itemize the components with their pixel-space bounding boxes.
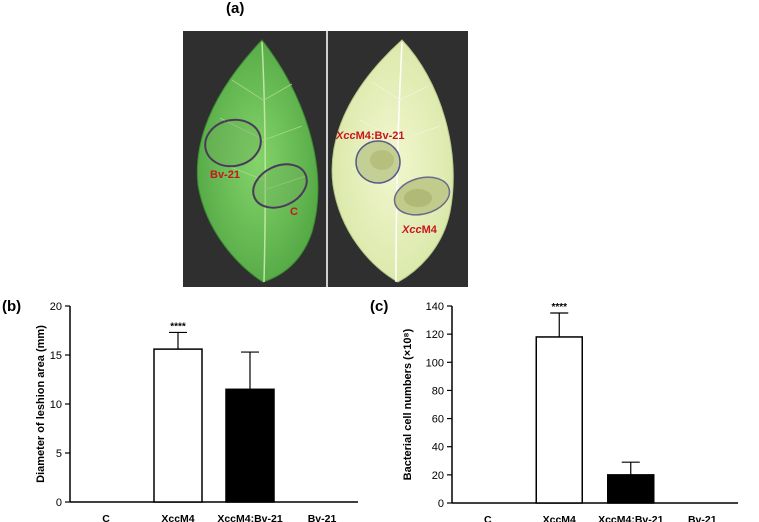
y-tick-label: 20 [432,470,444,482]
y-tick-label: 120 [426,329,444,341]
y-tick-label: 5 [56,448,62,460]
x-tick-label: XccM4 [543,514,576,522]
significance-marker: **** [551,302,567,313]
bar-xccm4 [153,348,203,503]
lesion-spot-xccm4-bv21 [370,150,394,170]
y-tick-label: 10 [50,399,62,411]
y-tick-label: 0 [438,498,444,510]
x-tick-label: XccM4:Bv-21 [217,513,283,522]
x-tick-label: XccM4 [161,513,194,522]
y-tick-label: 100 [426,357,444,369]
x-tick-label: XccM4:Bv-21 [598,514,664,522]
bar-xccm4 [535,336,583,504]
y-tick-label: 80 [432,385,444,397]
photo-label-c: C [290,206,298,218]
photo-label-xccm4: XccM4 [401,224,438,236]
bar-xccm4-bv-21 [225,388,275,503]
lesion-ring-bv21 [204,118,262,168]
y-tick-label: 15 [50,350,62,362]
right-leaf [331,39,454,283]
y-tick-label: 20 [50,301,62,313]
panel-label-a: (a) [226,0,245,17]
y-tick-label: 0 [56,497,62,509]
photo-label-xccm4-bv21: XccM4:Bv-21 [335,130,404,142]
panel-label-c: (c) [370,298,389,315]
x-tick-label: C [102,513,110,522]
y-tick-label: 60 [432,414,444,426]
lesion-spot-xccm4 [404,189,432,207]
y-tick-label: 140 [426,301,444,313]
y-tick-label: 40 [432,442,444,454]
x-tick-label: C [484,514,492,522]
left-leaf [196,39,319,283]
panel-label-b: (b) [2,298,22,315]
photo-label-bv21: Bv-21 [210,169,240,181]
bar-xccm4-bv-21 [607,474,655,504]
y-axis-label: Diameter of leshion area (mm) [35,325,47,483]
photo-divider [326,31,328,287]
x-tick-label: Bv-21 [688,514,717,522]
lesion-ring-control [252,163,308,209]
significance-marker: **** [170,321,186,332]
x-tick-label: Bv-21 [308,513,337,522]
y-axis-label: Bacterial cell numbers (×10⁸) [402,328,414,480]
